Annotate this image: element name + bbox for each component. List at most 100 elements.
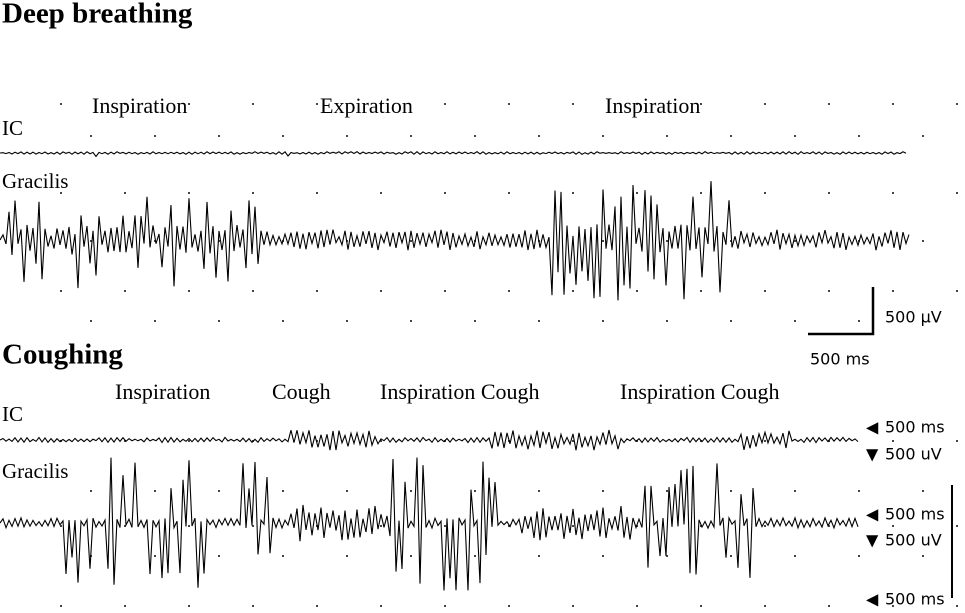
grid-dot [252, 192, 254, 194]
grid-dot [252, 605, 254, 607]
grid-dot [858, 490, 860, 492]
grid-dot [572, 605, 574, 607]
emg-trace [0, 429, 859, 451]
grid-dot [444, 290, 446, 292]
channel-label: IC [2, 402, 23, 426]
grid-dot [444, 192, 446, 194]
scale-label: 500 µV [885, 308, 942, 327]
grid-dot [60, 605, 62, 607]
emg-trace [0, 150, 907, 158]
grid-dot [892, 290, 894, 292]
grid-dot [858, 320, 860, 322]
grid-dot [956, 290, 958, 292]
grid-dot [636, 103, 638, 105]
grid-dot [508, 103, 510, 105]
grid-dot [474, 320, 476, 322]
grid-dot [316, 440, 318, 442]
grid-dot [508, 605, 510, 607]
marker-arrow: ◀ [866, 590, 879, 609]
grid-dot [828, 525, 830, 527]
grid-dot [90, 490, 92, 492]
grid-dot [60, 192, 62, 194]
grid-dot [794, 555, 796, 557]
grid-dot [188, 290, 190, 292]
scale-label: 500 ms [810, 350, 870, 369]
grid-dot [252, 103, 254, 105]
grid-dot [252, 290, 254, 292]
marker-arrow: ▼ [866, 445, 879, 464]
grid-dot [124, 605, 126, 607]
grid-dot [636, 290, 638, 292]
grid-dot [794, 320, 796, 322]
grid-dot [892, 440, 894, 442]
grid-dot [636, 192, 638, 194]
marker-label: 500 uV [885, 445, 942, 464]
grid-dot [892, 525, 894, 527]
channel-label: Gracilis [2, 169, 68, 193]
grid-dot [730, 135, 732, 137]
grid-dot [346, 320, 348, 322]
grid-dot [602, 490, 604, 492]
grid-dot [666, 135, 668, 137]
grid-dot [346, 490, 348, 492]
marker-label: 500 uV [885, 531, 942, 550]
grid-dot [410, 320, 412, 322]
grid-dot [828, 103, 830, 105]
grid-dot [218, 240, 220, 242]
marker-arrow: ▼ [866, 531, 879, 550]
grid-dot [316, 103, 318, 105]
grid-dot [956, 525, 958, 527]
grid-dot [218, 490, 220, 492]
grid-dot [124, 440, 126, 442]
grid-dot [124, 525, 126, 527]
grid-dot [218, 555, 220, 557]
grid-dot [316, 192, 318, 194]
grid-dot [922, 320, 924, 322]
grid-dot [538, 135, 540, 137]
grid-dot [700, 192, 702, 194]
grid-dot [316, 605, 318, 607]
grid-dot [508, 290, 510, 292]
grid-dot [154, 320, 156, 322]
marker-label: 500 ms [885, 590, 945, 609]
grid-dot [90, 135, 92, 137]
grid-dot [764, 605, 766, 607]
grid-dot [828, 290, 830, 292]
grid-dot [666, 320, 668, 322]
grid-dot [858, 555, 860, 557]
marker-label: 500 ms [885, 505, 945, 524]
panel-title: Coughing [2, 339, 123, 371]
grid-dot [282, 320, 284, 322]
grid-dot [764, 525, 766, 527]
grid-dot [892, 605, 894, 607]
grid-dot [188, 192, 190, 194]
grid-dot [508, 525, 510, 527]
grid-dot [572, 290, 574, 292]
grid-dot [636, 605, 638, 607]
grid-dot [764, 440, 766, 442]
grid-dot [380, 103, 382, 105]
grid-dot [380, 605, 382, 607]
marker-arrow: ◀ [866, 505, 879, 524]
grid-dot [282, 490, 284, 492]
grid-dot [730, 490, 732, 492]
grid-dot [410, 555, 412, 557]
grid-dot [380, 192, 382, 194]
grid-dot [572, 525, 574, 527]
phase-label: Expiration [320, 93, 413, 118]
grid-dot [154, 135, 156, 137]
grid-dot [124, 192, 126, 194]
grid-dot [922, 240, 924, 242]
grid-dot [730, 320, 732, 322]
grid-dot [666, 490, 668, 492]
grid-dot [60, 525, 62, 527]
grid-dot [282, 135, 284, 137]
grid-dot [380, 440, 382, 442]
grid-dot [828, 192, 830, 194]
panel-title: Deep breathing [2, 0, 193, 30]
grid-dots [60, 103, 958, 607]
grid-dot [572, 440, 574, 442]
grid-dot [346, 135, 348, 137]
channel-label: IC [2, 116, 23, 140]
grid-dot [380, 290, 382, 292]
